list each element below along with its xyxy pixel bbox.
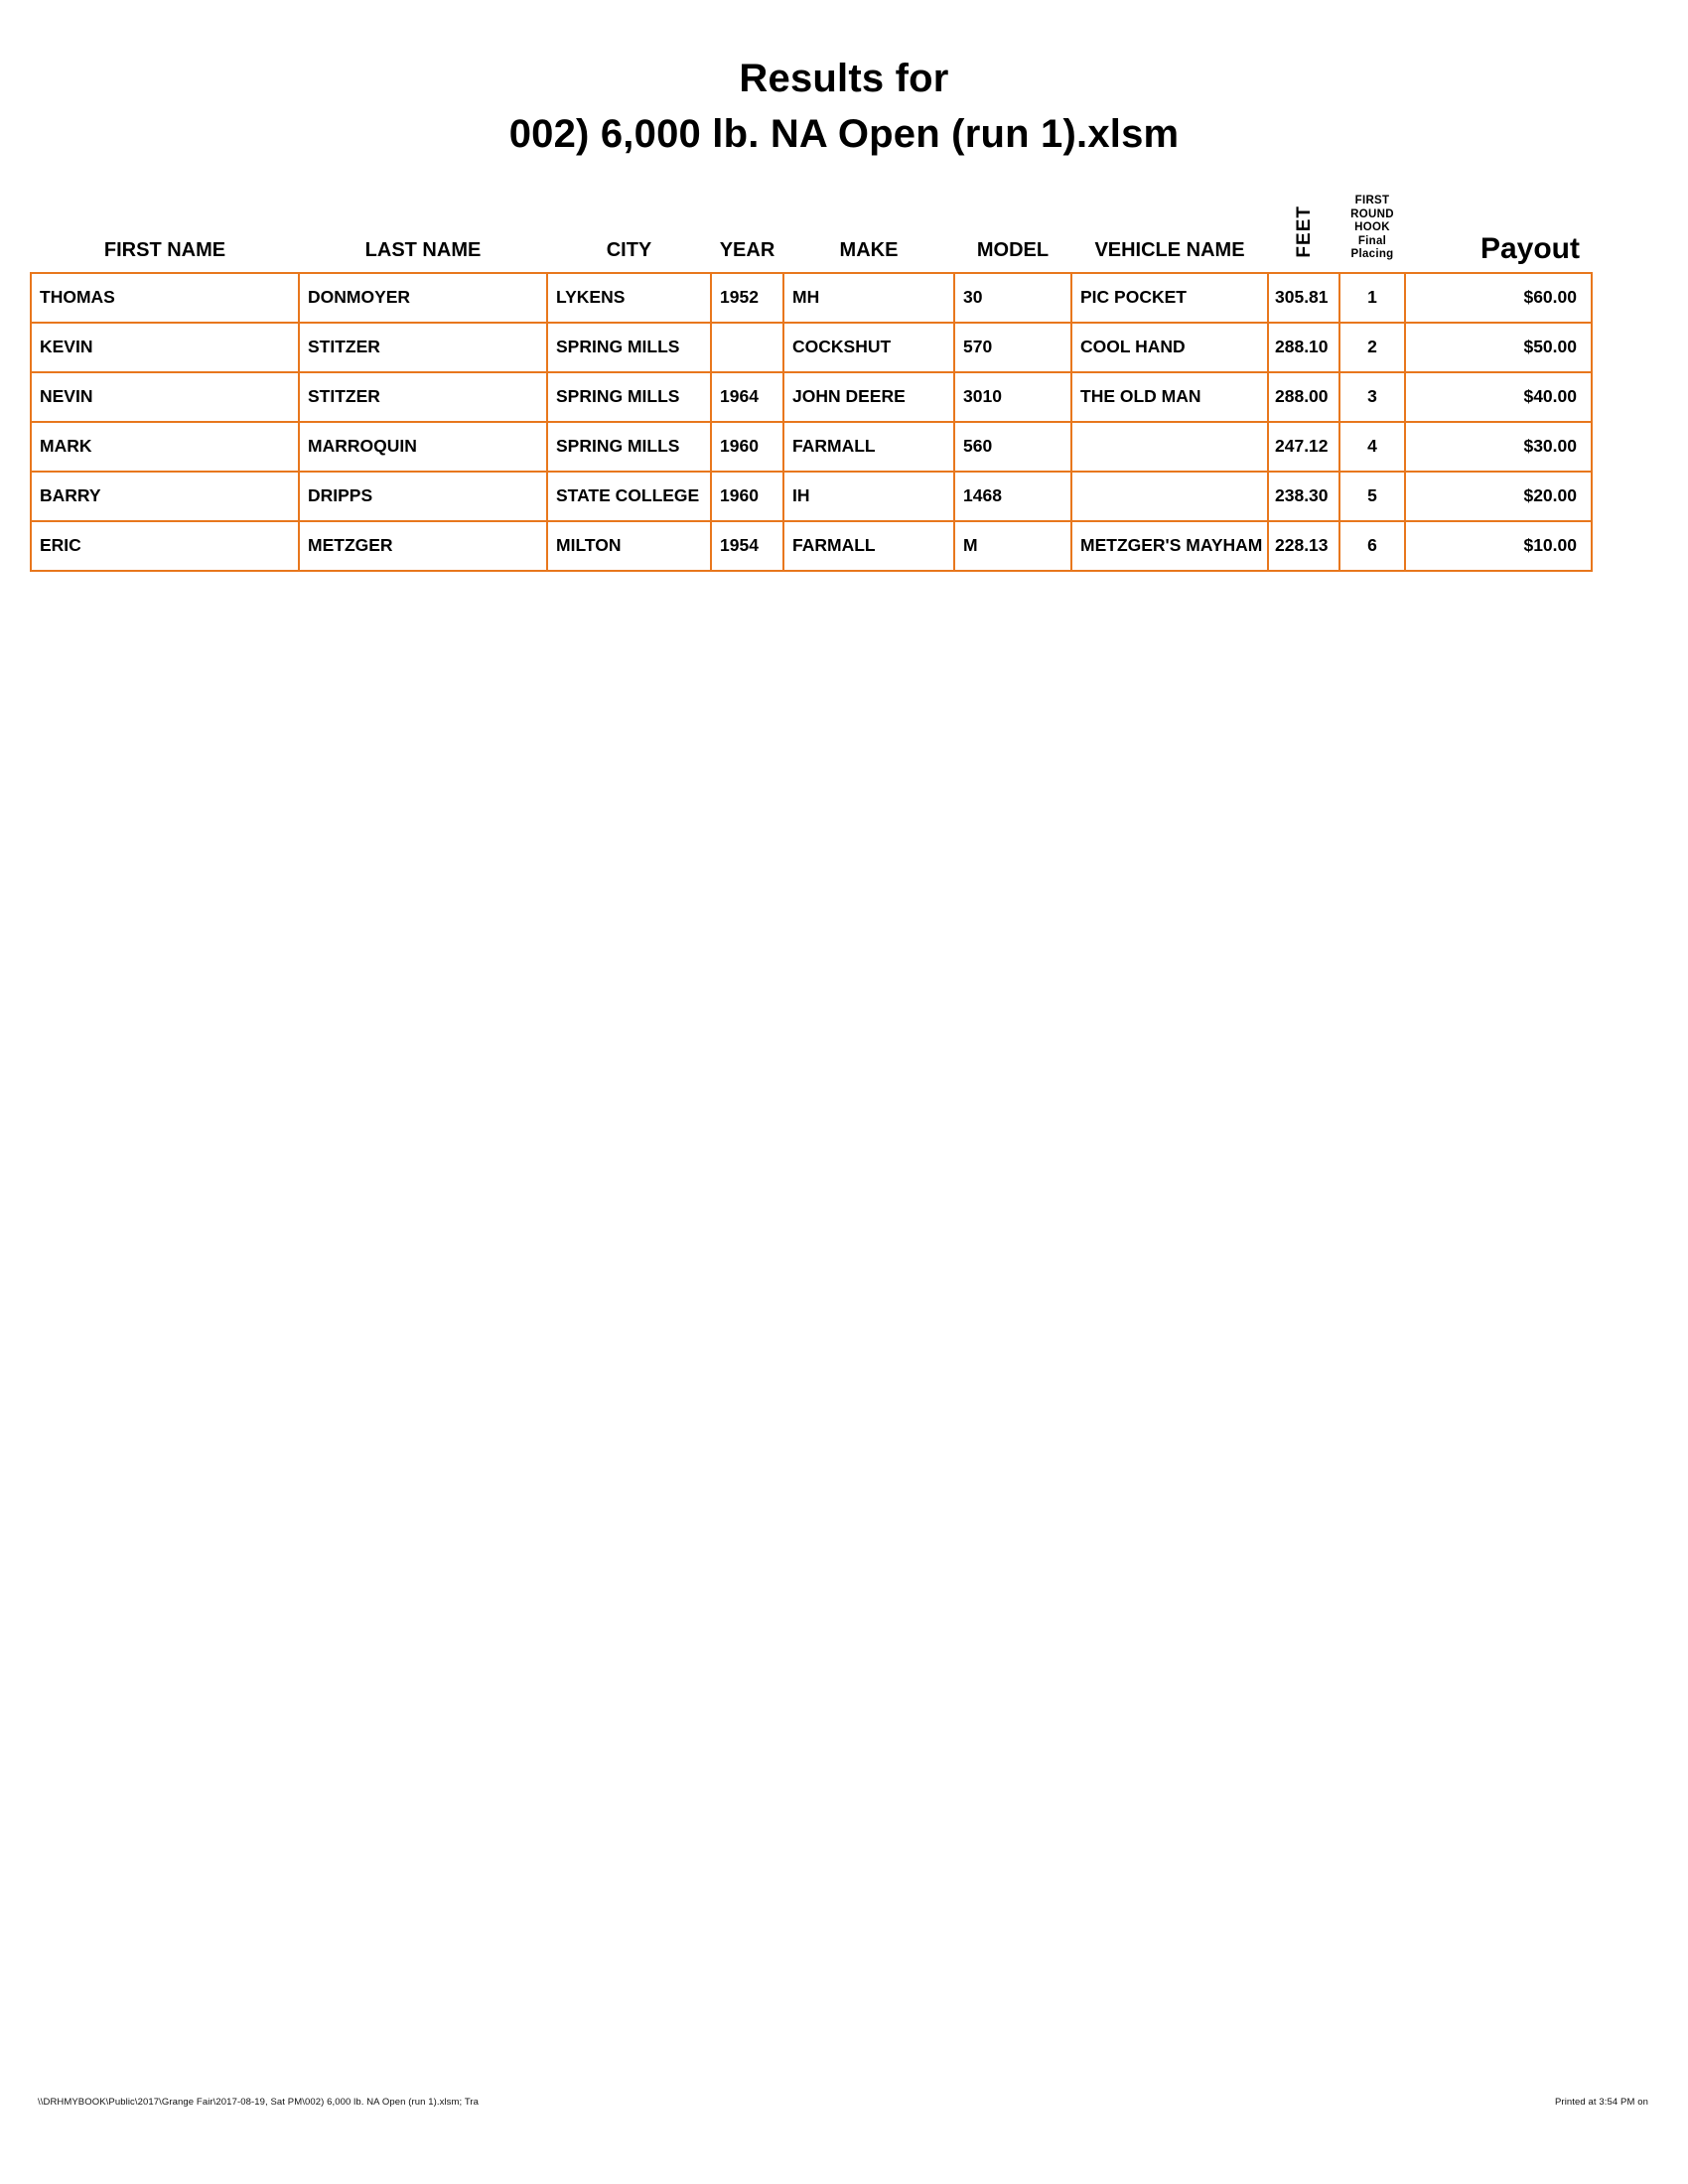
- cell-model: M: [953, 519, 1072, 572]
- cell-city: MILTON: [546, 519, 712, 572]
- cell-make: COCKSHUT: [782, 321, 955, 373]
- cell-vehicle-name: METZGER'S MAYHAM: [1070, 519, 1269, 572]
- round-header-line-5: Placing: [1350, 248, 1394, 260]
- cell-city: SPRING MILLS: [546, 321, 712, 373]
- column-header-first-round-hook-final-placing: FIRST ROUND HOOK Final Placing: [1339, 195, 1405, 273]
- column-header-payout: Payout: [1405, 195, 1592, 273]
- cell-payout: $10.00: [1404, 519, 1593, 572]
- cell-feet: 288.00: [1267, 370, 1340, 423]
- table-row: BARRY DRIPPS STATE COLLEGE 1960 IH 1468 …: [30, 470, 1593, 522]
- cell-make: FARMALL: [782, 420, 955, 473]
- cell-feet: 238.30: [1267, 470, 1340, 522]
- cell-feet: 305.81: [1267, 271, 1340, 324]
- cell-first-name: NEVIN: [30, 370, 300, 423]
- results-table: FIRST NAME LAST NAME CITY YEAR MAKE MODE…: [30, 195, 1593, 572]
- round-header-line-4: Final: [1357, 234, 1387, 247]
- column-header-year: YEAR: [711, 195, 783, 273]
- cell-year: [710, 321, 784, 373]
- table-row: NEVIN STITZER SPRING MILLS 1964 JOHN DEE…: [30, 370, 1593, 423]
- cell-payout: $40.00: [1404, 370, 1593, 423]
- cell-feet: 288.10: [1267, 321, 1340, 373]
- column-header-first-name: FIRST NAME: [31, 195, 299, 273]
- cell-year: 1964: [710, 370, 784, 423]
- footer-print-timestamp: Printed at 3:54 PM on: [1555, 2097, 1648, 2108]
- cell-payout: $50.00: [1404, 321, 1593, 373]
- cell-year: 1954: [710, 519, 784, 572]
- round-header-line-1: FIRST: [1354, 195, 1390, 206]
- table-row: KEVIN STITZER SPRING MILLS COCKSHUT 570 …: [30, 321, 1593, 373]
- cell-year: 1960: [710, 420, 784, 473]
- cell-last-name: DONMOYER: [298, 271, 548, 324]
- cell-city: SPRING MILLS: [546, 420, 712, 473]
- column-header-vehicle-name: VEHICLE NAME: [1071, 195, 1268, 273]
- cell-first-name: THOMAS: [30, 271, 300, 324]
- cell-city: STATE COLLEGE: [546, 470, 712, 522]
- cell-model: 560: [953, 420, 1072, 473]
- table-row: MARK MARROQUIN SPRING MILLS 1960 FARMALL…: [30, 420, 1593, 473]
- cell-placing: 5: [1338, 470, 1406, 522]
- page-footer: \\DRHMYBOOK\Public\2017\Grange Fair\2017…: [0, 2097, 1688, 2120]
- cell-make: MH: [782, 271, 955, 324]
- column-header-last-name: LAST NAME: [299, 195, 547, 273]
- cell-first-name: KEVIN: [30, 321, 300, 373]
- cell-city: LYKENS: [546, 271, 712, 324]
- cell-payout: $20.00: [1404, 470, 1593, 522]
- cell-make: FARMALL: [782, 519, 955, 572]
- document-title-block: Results for 002) 6,000 lb. NA Open (run …: [0, 52, 1688, 163]
- cell-last-name: DRIPPS: [298, 470, 548, 522]
- cell-make: JOHN DEERE: [782, 370, 955, 423]
- cell-first-name: ERIC: [30, 519, 300, 572]
- cell-model: 1468: [953, 470, 1072, 522]
- cell-feet: 247.12: [1267, 420, 1340, 473]
- cell-year: 1952: [710, 271, 784, 324]
- table-row: THOMAS DONMOYER LYKENS 1952 MH 30 PIC PO…: [30, 271, 1593, 324]
- cell-placing: 2: [1338, 321, 1406, 373]
- column-header-feet-label: FEET: [1293, 205, 1315, 258]
- column-header-make: MAKE: [783, 195, 954, 273]
- column-header-model: MODEL: [954, 195, 1071, 273]
- cell-first-name: BARRY: [30, 470, 300, 522]
- cell-last-name: STITZER: [298, 321, 548, 373]
- column-header-city: CITY: [547, 195, 711, 273]
- column-header-feet: FEET: [1268, 195, 1339, 273]
- cell-year: 1960: [710, 470, 784, 522]
- cell-vehicle-name: THE OLD MAN: [1070, 370, 1269, 423]
- table-row: ERIC METZGER MILTON 1954 FARMALL M METZG…: [30, 519, 1593, 572]
- cell-last-name: METZGER: [298, 519, 548, 572]
- cell-vehicle-name: PIC POCKET: [1070, 271, 1269, 324]
- cell-last-name: STITZER: [298, 370, 548, 423]
- cell-city: SPRING MILLS: [546, 370, 712, 423]
- page-title: Results for: [739, 57, 949, 100]
- page-subtitle: 002) 6,000 lb. NA Open (run 1).xlsm: [508, 112, 1180, 156]
- cell-vehicle-name: [1070, 470, 1269, 522]
- cell-first-name: MARK: [30, 420, 300, 473]
- round-header-line-2: ROUND: [1350, 207, 1394, 220]
- cell-placing: 6: [1338, 519, 1406, 572]
- table-body: THOMAS DONMOYER LYKENS 1952 MH 30 PIC PO…: [30, 271, 1593, 572]
- cell-payout: $30.00: [1404, 420, 1593, 473]
- cell-model: 30: [953, 271, 1072, 324]
- cell-placing: 1: [1338, 271, 1406, 324]
- cell-vehicle-name: COOL HAND: [1070, 321, 1269, 373]
- cell-placing: 4: [1338, 420, 1406, 473]
- cell-model: 570: [953, 321, 1072, 373]
- cell-last-name: MARROQUIN: [298, 420, 548, 473]
- round-header-line-3: HOOK: [1354, 221, 1390, 233]
- cell-vehicle-name: [1070, 420, 1269, 473]
- table-header: FIRST NAME LAST NAME CITY YEAR MAKE MODE…: [31, 195, 1592, 273]
- cell-placing: 3: [1338, 370, 1406, 423]
- cell-make: IH: [782, 470, 955, 522]
- results-table-container: FIRST NAME LAST NAME CITY YEAR MAKE MODE…: [30, 195, 1593, 572]
- cell-feet: 228.13: [1267, 519, 1340, 572]
- table-header-row: FIRST NAME LAST NAME CITY YEAR MAKE MODE…: [31, 195, 1592, 273]
- cell-model: 3010: [953, 370, 1072, 423]
- cell-payout: $60.00: [1404, 271, 1593, 324]
- footer-file-path: \\DRHMYBOOK\Public\2017\Grange Fair\2017…: [38, 2097, 480, 2108]
